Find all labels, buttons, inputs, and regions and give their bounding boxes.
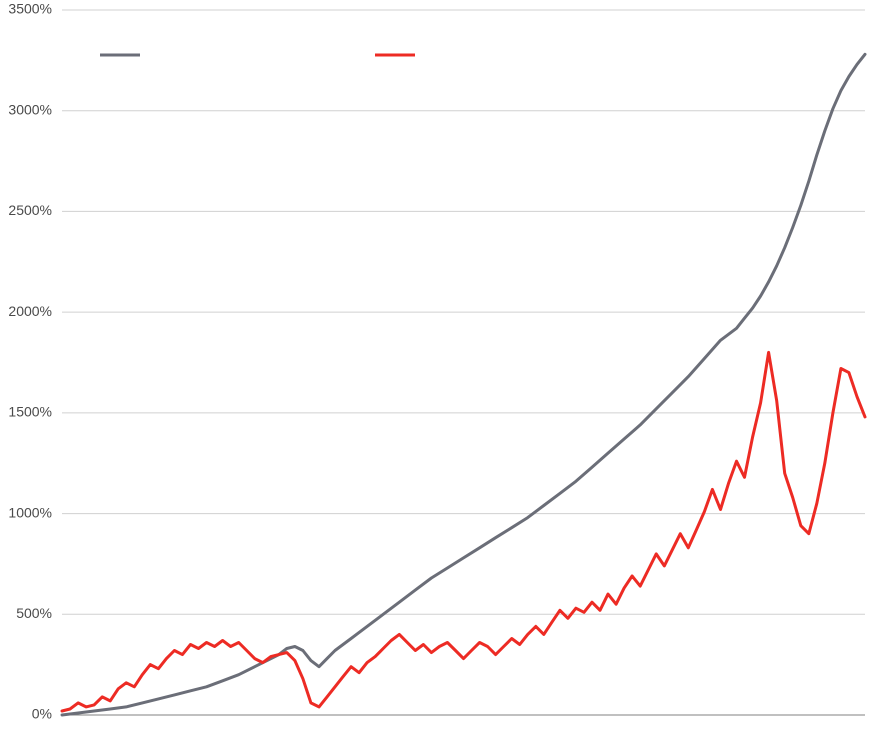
y-tick-label: 1000% — [8, 504, 52, 520]
y-tick-label: 3000% — [8, 101, 52, 117]
chart-svg: 0% 500% 1000% 1500% 2000% 2500% 3000% 3500% — [0, 0, 875, 731]
performance-chart: 0% 500% 1000% 1500% 2000% 2500% 3000% 3500% — [0, 0, 875, 731]
y-tick-label: 2500% — [8, 202, 52, 218]
y-tick-label: 1500% — [8, 404, 52, 420]
y-tick-label: 2000% — [8, 303, 52, 319]
y-tick-label: 500% — [16, 605, 52, 621]
y-tick-label: 0% — [32, 706, 52, 722]
y-tick-label: 3500% — [8, 1, 52, 17]
